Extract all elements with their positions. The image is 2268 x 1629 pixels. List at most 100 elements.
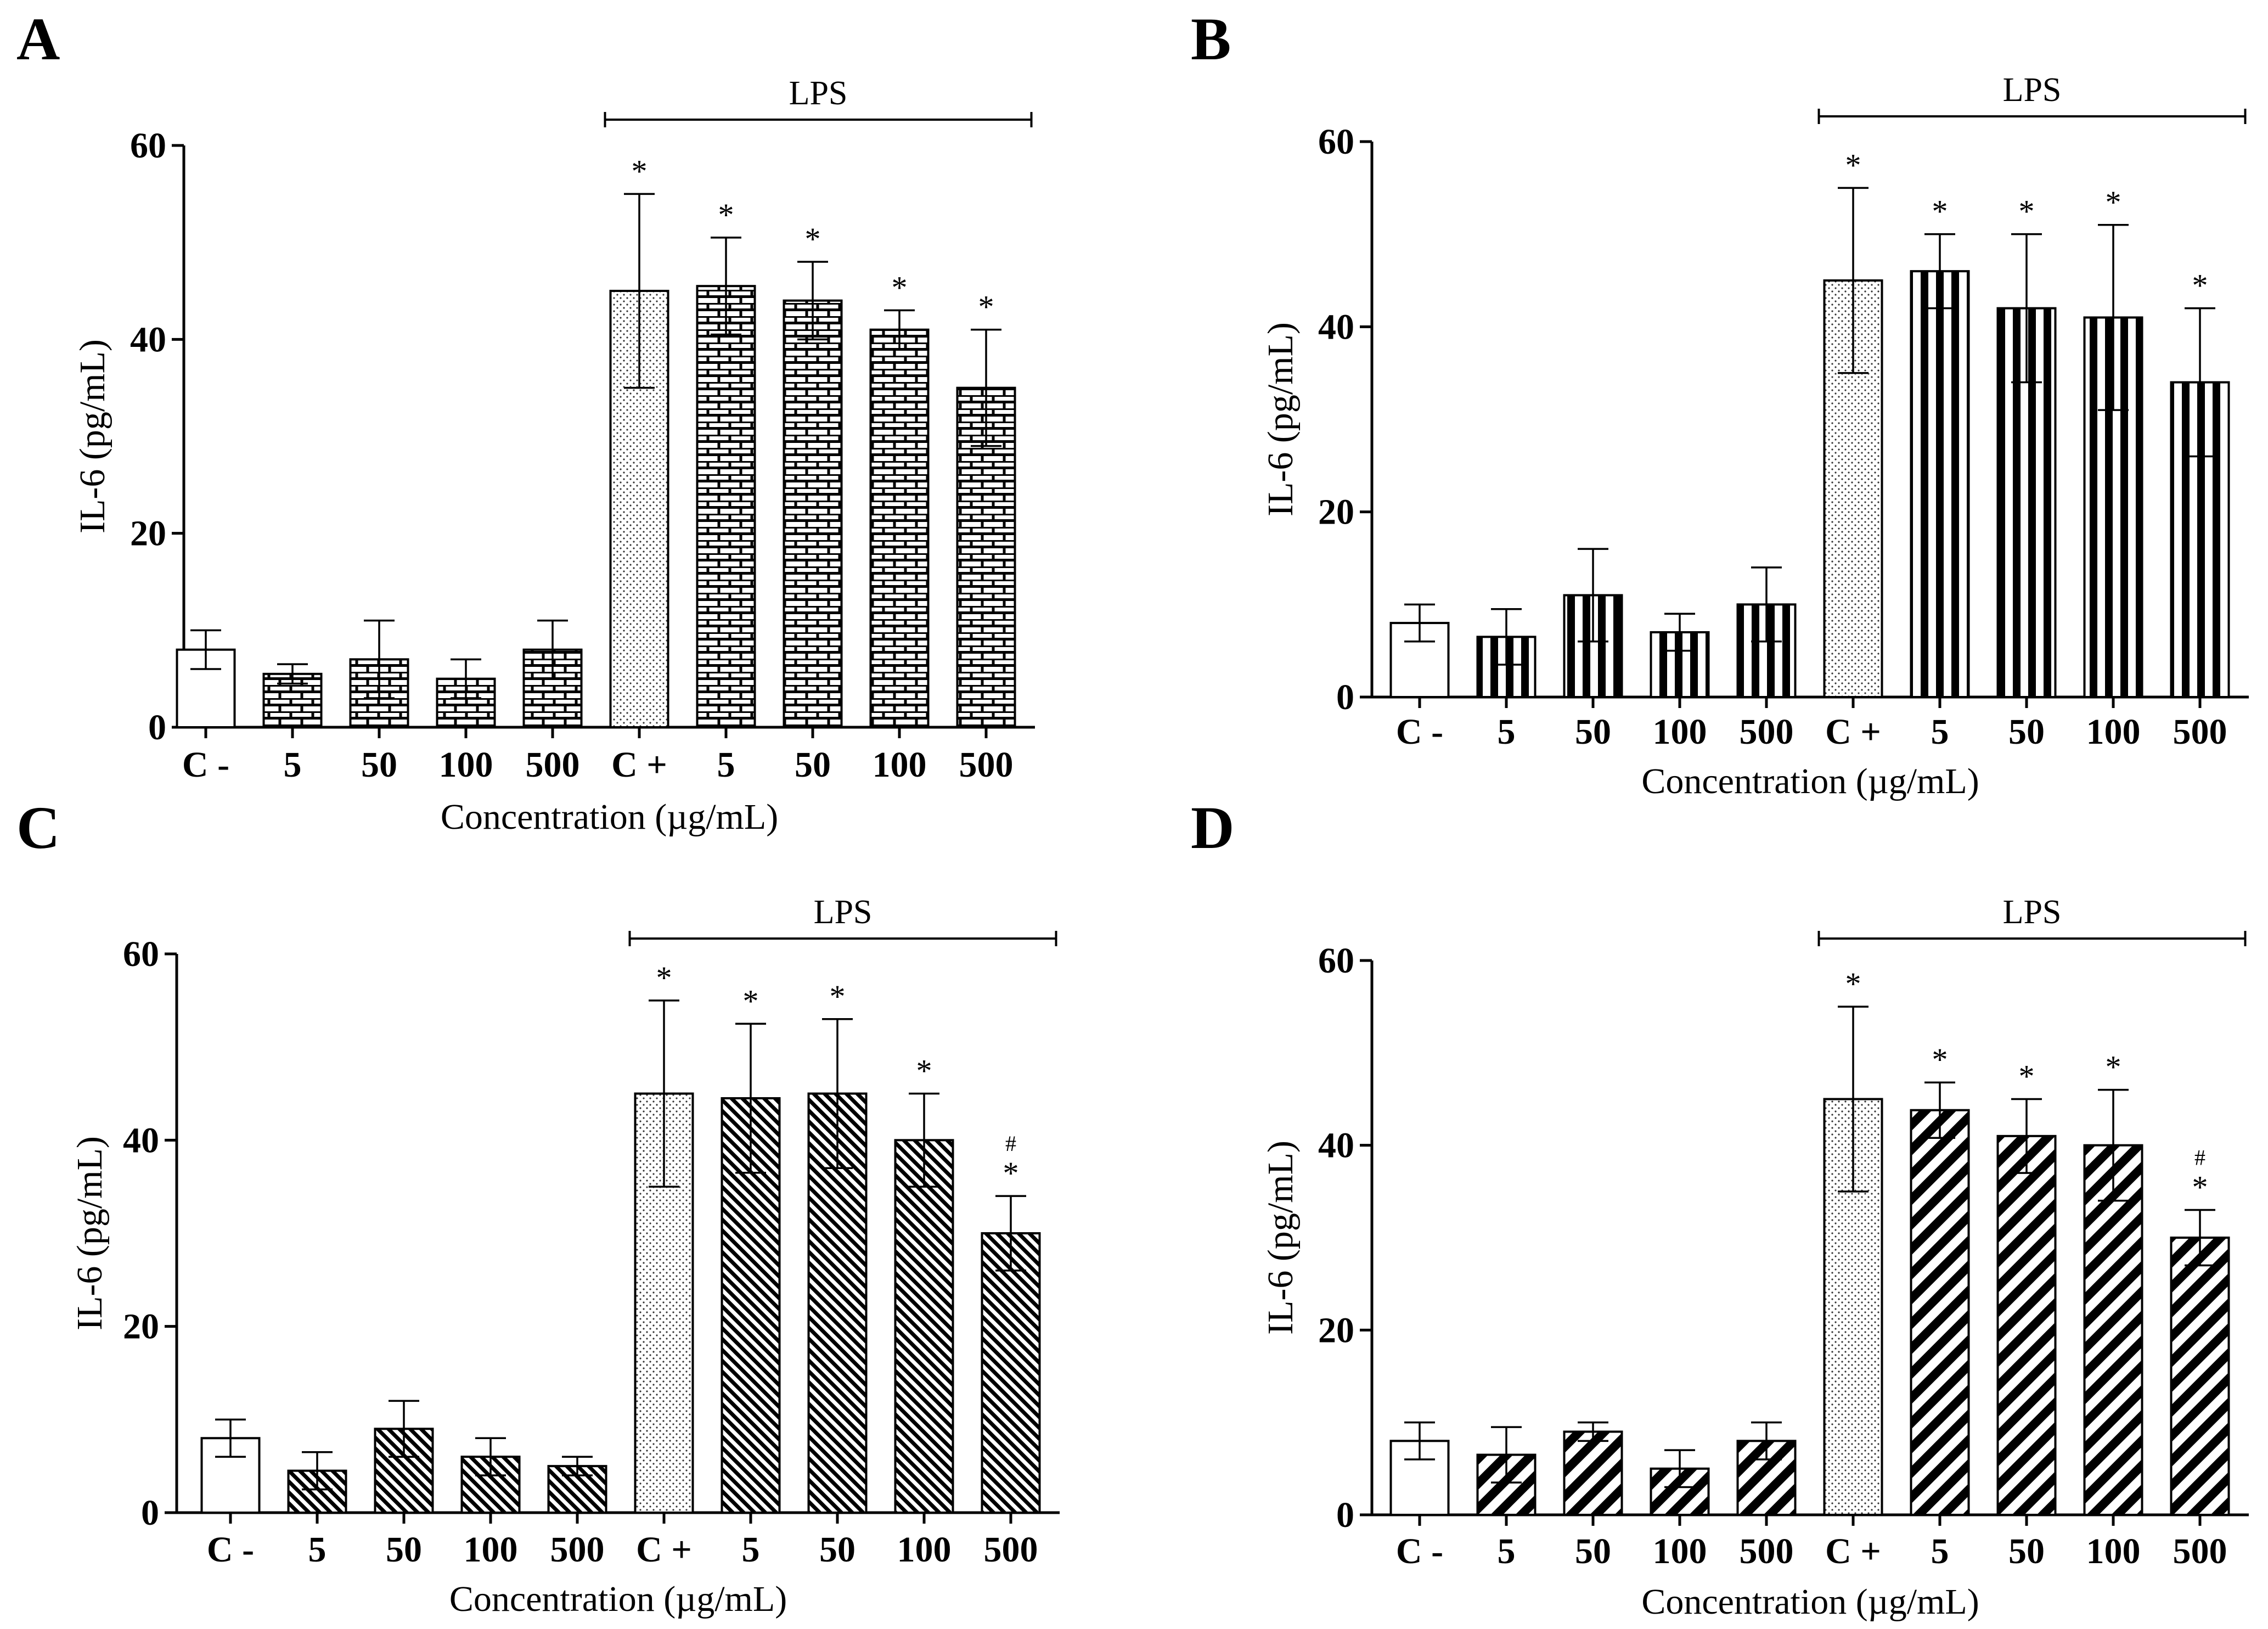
bar [696, 285, 756, 728]
bar [1910, 1109, 1970, 1516]
lps-label: LPS [2003, 894, 2062, 931]
y-tick-label: 40 [123, 1120, 159, 1160]
bar [522, 648, 583, 728]
error-bar [1578, 548, 1608, 643]
significance-star: * [2106, 1049, 2121, 1085]
x-tick-label: C - [1396, 1531, 1443, 1571]
significance-star: * [2019, 194, 2035, 229]
y-tick-label: 60 [130, 126, 166, 166]
error-bar [277, 663, 308, 685]
x-tick-label: 100 [873, 745, 927, 785]
x-axis-title: Concentration (µg/mL) [441, 797, 778, 837]
error-bar [971, 328, 1001, 447]
y-tick-label: 0 [1336, 677, 1354, 717]
x-tick-label: 500 [1740, 1531, 1794, 1571]
error-bar [797, 261, 828, 341]
x-tick-label: C + [1825, 712, 1881, 752]
lps-label: LPS [814, 894, 873, 931]
x-tick-label: 5 [284, 745, 302, 785]
bar [721, 1097, 781, 1514]
error-bar [2098, 1088, 2129, 1202]
x-tick-label: 100 [897, 1530, 952, 1570]
x-tick-label: 500 [2173, 712, 2227, 752]
y-tick-label: 40 [1318, 1126, 1354, 1166]
error-bar [1751, 566, 1782, 643]
significance-star: * [978, 289, 994, 325]
x-tick-label: 5 [1498, 1531, 1516, 1571]
error-bar [1664, 613, 1695, 652]
x-tick-label: 100 [439, 745, 493, 785]
error-bar [822, 1018, 853, 1169]
x-tick-label: 500 [1740, 712, 1794, 752]
x-tick-label: 100 [464, 1530, 518, 1570]
significance-star: * [2106, 184, 2121, 220]
error-bar [302, 1451, 333, 1491]
error-bar [537, 619, 568, 680]
bar [1563, 1430, 1623, 1516]
significance-star: * [2019, 1059, 2035, 1094]
x-tick-label: 100 [2086, 1531, 2141, 1571]
error-bar [475, 1437, 506, 1476]
significance-star: * [2192, 268, 2208, 304]
error-bar [2011, 233, 2042, 384]
y-tick-label: 0 [148, 707, 166, 748]
x-axis-title: Concentration (µg/mL) [1641, 1582, 1979, 1622]
y-axis-title: IL-6 (pg/mL) [72, 339, 112, 533]
error-bar [1924, 1081, 1955, 1139]
lps-label: LPS [789, 75, 848, 112]
error-bar [1838, 1006, 1869, 1193]
y-tick-label: 60 [1318, 122, 1354, 162]
error-bar [995, 1195, 1026, 1272]
error-bar [2098, 224, 2129, 411]
lps-bracket [628, 931, 1057, 946]
y-axis-title: IL-6 (pg/mL) [1260, 1141, 1301, 1335]
error-bar [2185, 307, 2215, 458]
panel-letter: C [16, 794, 60, 861]
x-tick-label: 50 [361, 745, 397, 785]
lps-bracket [604, 112, 1033, 127]
x-tick-label: 50 [819, 1530, 856, 1570]
x-tick-label: 100 [1653, 712, 1707, 752]
y-tick-label: 40 [130, 319, 166, 359]
x-tick-label: 50 [1575, 712, 1611, 752]
significance-star: * [743, 983, 759, 1019]
panel-letter: D [1191, 794, 1234, 861]
y-tick-label: 60 [1318, 941, 1354, 981]
x-tick-label: 5 [1931, 1531, 1949, 1571]
significance-star: * [1845, 147, 1861, 183]
significance-star: * [1932, 1042, 1948, 1077]
significance-star: * [1845, 966, 1861, 1002]
x-tick-label: 500 [984, 1530, 1038, 1570]
x-tick-label: 50 [1575, 1531, 1611, 1571]
x-tick-label: 50 [2008, 1531, 2045, 1571]
significance-star: * [1003, 1155, 1019, 1191]
x-tick-label: 100 [2086, 712, 2141, 752]
error-bar [215, 1418, 246, 1458]
bar [894, 1139, 954, 1514]
error-bar [2185, 1209, 2215, 1267]
bar [1910, 270, 1970, 698]
x-tick-label: C - [1396, 712, 1443, 752]
error-bar [562, 1456, 593, 1476]
significance-star: * [632, 153, 648, 189]
error-bar [1838, 187, 1869, 374]
significance-star: * [916, 1053, 932, 1089]
x-tick-label: C - [207, 1530, 254, 1570]
x-tick-label: 500 [550, 1530, 605, 1570]
x-axis-title: Concentration (µg/mL) [449, 1579, 787, 1619]
panel-a: A 0 20 40 60 C - 5 50 100 500 * C + * 5 * 50 * 100 * 500 IL-… [16, 5, 1035, 837]
x-tick-label: 500 [959, 745, 1014, 785]
panel-letter: A [16, 5, 60, 72]
significance-star: * [2192, 1170, 2208, 1205]
bar [869, 328, 930, 728]
error-bar [1578, 1421, 1608, 1442]
significance-star: * [656, 960, 672, 996]
x-tick-label: 5 [742, 1530, 760, 1570]
significance-star: * [830, 979, 846, 1014]
error-bar [884, 309, 915, 350]
error-bar [451, 658, 481, 699]
y-tick-label: 20 [123, 1307, 159, 1347]
y-tick-label: 0 [141, 1493, 159, 1533]
error-bar [364, 619, 395, 699]
